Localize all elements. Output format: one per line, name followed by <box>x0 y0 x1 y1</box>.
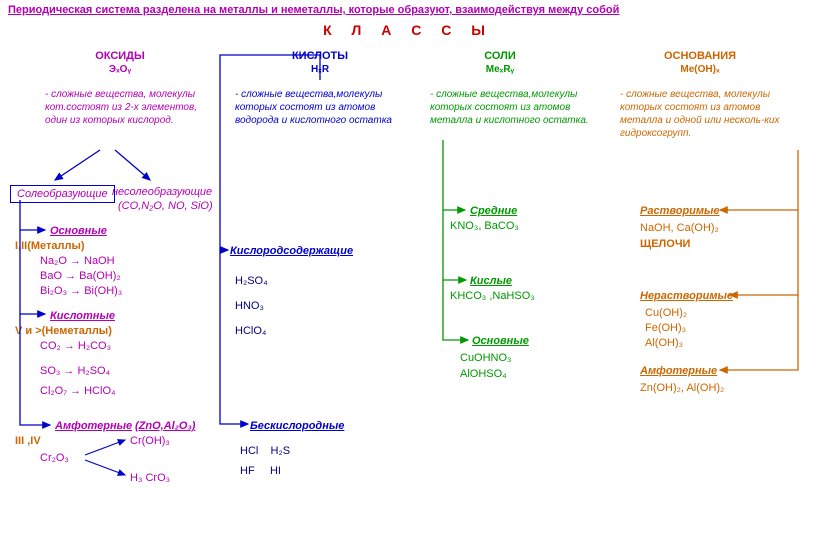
acids-nooxygen-ex1: HF HI <box>240 465 281 477</box>
col-bases-formula: Me(OH)ₓ <box>640 64 760 75</box>
oxides-basic-ex0: Na₂O → NaOH <box>40 255 115 267</box>
bases-insoluble-ex0: Cu(OH)₂ <box>645 307 687 319</box>
bases-insoluble-ex2: Al(OH)₃ <box>645 337 683 349</box>
oxides-amph-ex2: H₃ CrO₃ <box>130 472 170 484</box>
desc-oxides: - сложные вещества, молекулы кот.состоят… <box>45 88 200 127</box>
col-oxides-title: ОКСИДЫ <box>60 50 180 62</box>
acids-oxygen-ex0: H₂SO₄ <box>235 275 268 287</box>
bases-insoluble: Нерастворимые <box>640 290 733 302</box>
col-salts-title: СОЛИ <box>440 50 560 62</box>
col-oxides-formula: ЭₓOᵧ <box>60 64 180 75</box>
acids-oxygen-ex2: HClO₄ <box>235 325 266 337</box>
oxides-acidic-ex1: SO₃ → H₂SO₄ <box>40 365 110 377</box>
col-salts-formula: MeₓRᵧ <box>440 64 560 75</box>
bases-insoluble-ex1: Fe(OH)₃ <box>645 322 686 334</box>
desc-bases: - сложные вещества, молекулы которых сос… <box>620 88 800 140</box>
salts-basic: Основные <box>472 335 529 347</box>
salts-medium-ex: KNO₃, BaCO₃ <box>450 220 519 232</box>
oxides-basic-label: I,II(Металлы) <box>15 240 85 252</box>
oxides-amph-ex1a: Cr₂O₃ <box>40 452 69 464</box>
oxides-acidic-label: V и >(Неметаллы) <box>15 325 112 337</box>
oxides-amphoteric-ex: (ZnO,Al₂O₃) <box>135 420 195 432</box>
desc-acids: - сложные вещества,молекулы которых сост… <box>235 88 405 127</box>
oxides-amphoteric: Амфотерные <box>55 420 132 432</box>
acids-nooxygen-ex0: HCl H₂S <box>240 445 290 457</box>
oxides-acidic: Кислотные <box>50 310 115 322</box>
oxides-basic: Основные <box>50 225 107 237</box>
acids-oxygen: Кислородсодержащие <box>230 245 353 257</box>
desc-salts: - сложные вещества,молекулы которых сост… <box>430 88 600 127</box>
salts-medium: Средние <box>470 205 517 217</box>
salts-basic-ex1: AlOHSO₄ <box>460 368 507 380</box>
bases-soluble-label: ЩЕЛОЧИ <box>640 238 690 250</box>
col-acids-formula: HₓR <box>260 64 380 75</box>
oxides-acidic-ex0: CO₂ → H₂CO₃ <box>40 340 111 352</box>
salts-acidic-ex: KHCO₃ ,NaHSO₃ <box>450 290 535 302</box>
acids-nooxygen: Бескислородные <box>250 420 344 432</box>
bases-amphoteric-ex: Zn(OH)₂, Al(OH)₂ <box>640 382 724 394</box>
salts-acidic: Кислые <box>470 275 512 287</box>
oxides-amphoteric-label: III ,IV <box>15 435 41 447</box>
oxides-acidic-ex2: Cl₂O₇ → HClO₄ <box>40 385 116 397</box>
page-title: Периодическая система разделена на метал… <box>8 4 808 16</box>
oxides-nonsaltforming: несолеобразующие <box>112 186 212 198</box>
bases-soluble-ex: NaOH, Ca(OH)₂ <box>640 222 719 234</box>
salts-basic-ex0: CuOHNO₃ <box>460 352 512 364</box>
oxides-saltforming-box: Солеобразующие <box>10 185 115 203</box>
bases-soluble: Растворимые <box>640 205 720 217</box>
oxides-basic-ex1: BaO → Ba(OH)₂ <box>40 270 121 282</box>
bases-amphoteric: Амфотерные <box>640 365 717 377</box>
oxides-basic-ex2: Bi₂O₃ → Bi(OH)₃ <box>40 285 122 297</box>
classes-title: К Л А С С Ы <box>0 22 816 38</box>
oxides-amph-ex1b: Cr(OH)₃ <box>130 435 170 447</box>
oxides-nonsalt-ex: (CO,N₂O, NO, SiO) <box>118 200 213 212</box>
col-acids-title: КИСЛОТЫ <box>260 50 380 62</box>
connector-arrows <box>0 0 816 537</box>
acids-oxygen-ex1: HNO₃ <box>235 300 264 312</box>
col-bases-title: ОСНОВАНИЯ <box>640 50 760 62</box>
